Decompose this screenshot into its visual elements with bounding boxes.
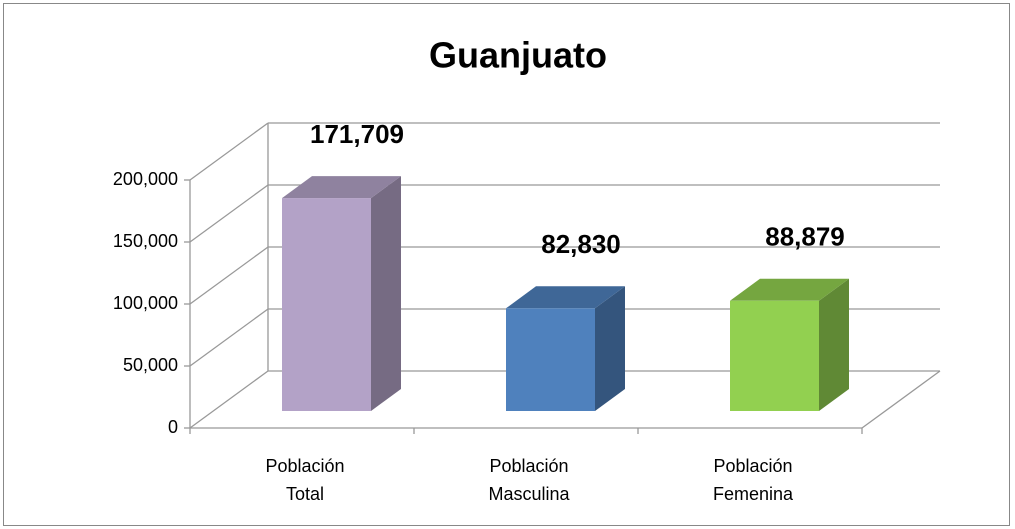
y-tick-label: 150,000 bbox=[113, 231, 178, 251]
y-tick-label: 50,000 bbox=[123, 355, 178, 375]
x-tick-label: Población Masculina bbox=[488, 456, 570, 504]
x-tick-label: Población Femenina bbox=[712, 456, 794, 504]
y-tick-label: 100,000 bbox=[113, 293, 178, 313]
bar-side bbox=[595, 286, 625, 411]
bar-side bbox=[371, 176, 401, 411]
y-tick-label: 0 bbox=[168, 417, 178, 437]
bar-side bbox=[819, 278, 849, 411]
bar-top bbox=[506, 286, 625, 309]
grid-line-side bbox=[189, 184, 269, 243]
bar bbox=[730, 300, 819, 411]
chart-title: Guanjuato bbox=[429, 35, 607, 76]
value-label: 82,830 bbox=[541, 229, 621, 259]
grid-line-side bbox=[189, 308, 269, 367]
grid-line-side bbox=[189, 122, 269, 181]
bar bbox=[506, 308, 595, 411]
bar-top bbox=[282, 176, 401, 199]
x-tick-label: Población Total bbox=[265, 456, 345, 504]
value-label: 88,879 bbox=[765, 222, 845, 252]
bar bbox=[282, 198, 371, 411]
bar-top bbox=[730, 278, 849, 301]
y-tick-label: 200,000 bbox=[113, 169, 178, 189]
floor-left bbox=[189, 370, 269, 429]
grid-line-side bbox=[189, 246, 269, 305]
floor-right bbox=[861, 370, 941, 429]
value-label: 171,709 bbox=[310, 119, 404, 149]
chart-border bbox=[3, 3, 1010, 526]
